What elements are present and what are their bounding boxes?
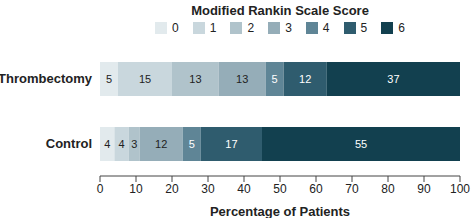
svg-text:12: 12 <box>299 73 311 85</box>
html-text:0: 0 <box>172 21 179 35</box>
svg-text:12: 12 <box>155 138 167 150</box>
svg-text:90: 90 <box>417 182 431 196</box>
svg-text:Percentage of Patients: Percentage of Patients <box>210 204 350 218</box>
html-text:4: 4 <box>322 21 330 35</box>
svg-text:5: 5 <box>189 138 195 150</box>
svg-text:3: 3 <box>131 138 137 150</box>
html-text:3: 3 <box>285 21 292 35</box>
svg-text:100: 100 <box>450 182 466 196</box>
svg-text:0: 0 <box>97 182 104 196</box>
svg-text:Thrombectomy: Thrombectomy <box>8 71 93 86</box>
html-text:Modified Rankin Scale Score: Modified Rankin Scale Score <box>191 3 369 18</box>
svg-text:5: 5 <box>106 73 112 85</box>
svg-text:17: 17 <box>225 138 237 150</box>
svg-text:40: 40 <box>237 182 251 196</box>
svg-text:50: 50 <box>273 182 287 196</box>
html-text:2: 2 <box>247 21 255 35</box>
svg-text:20: 20 <box>165 182 179 196</box>
svg-text:80: 80 <box>381 182 395 196</box>
html-text:1: 1 <box>209 21 217 35</box>
svg-text:4: 4 <box>104 138 110 150</box>
svg-text:10: 10 <box>129 182 143 196</box>
svg-text:70: 70 <box>345 182 359 196</box>
html-text:6: 6 <box>398 21 405 35</box>
html-text:5: 5 <box>360 21 368 35</box>
svg-text:13: 13 <box>236 73 248 85</box>
svg-text:60: 60 <box>309 182 323 196</box>
svg-text:15: 15 <box>139 73 151 85</box>
svg-text:13: 13 <box>189 73 201 85</box>
svg-text:37: 37 <box>387 73 399 85</box>
svg-text:30: 30 <box>201 182 215 196</box>
svg-text:4: 4 <box>119 138 125 150</box>
svg-text:5: 5 <box>272 73 278 85</box>
svg-text:55: 55 <box>355 138 367 150</box>
svg-text:Control: Control <box>46 136 92 151</box>
